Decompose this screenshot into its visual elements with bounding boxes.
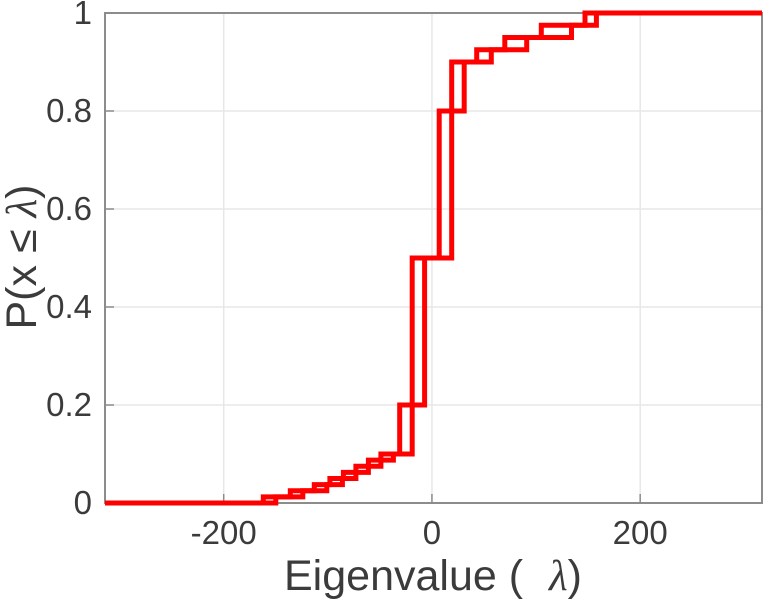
y-tick-label-0.2: 0.2 bbox=[46, 386, 92, 423]
x-axis-lambda-symbol: λ bbox=[549, 553, 568, 600]
y-tick-label-0: 0 bbox=[73, 484, 92, 521]
y-tick-label-1: 1 bbox=[73, 0, 92, 31]
y-tick-label-0.8: 0.8 bbox=[46, 92, 92, 129]
x-tick-label--200: -200 bbox=[190, 514, 257, 551]
x-tick-label-200: 200 bbox=[612, 514, 668, 551]
x-tick-label-0: 0 bbox=[422, 514, 442, 551]
y-tick-label-0.6: 0.6 bbox=[46, 190, 92, 227]
x-axis-label: Eigenvalue ( λ) bbox=[133, 552, 733, 600]
ecdf-curve-2 bbox=[105, 10, 762, 506]
x-axis-label-close: ) bbox=[567, 552, 582, 600]
y-tick-label-0.4: 0.4 bbox=[46, 288, 92, 325]
x-axis-label-text: Eigenvalue ( bbox=[284, 552, 524, 600]
y-axis-label: P(x ≤λ) bbox=[0, 132, 46, 382]
ecdf-curve-1 bbox=[105, 10, 762, 506]
axes-border bbox=[104, 12, 763, 504]
